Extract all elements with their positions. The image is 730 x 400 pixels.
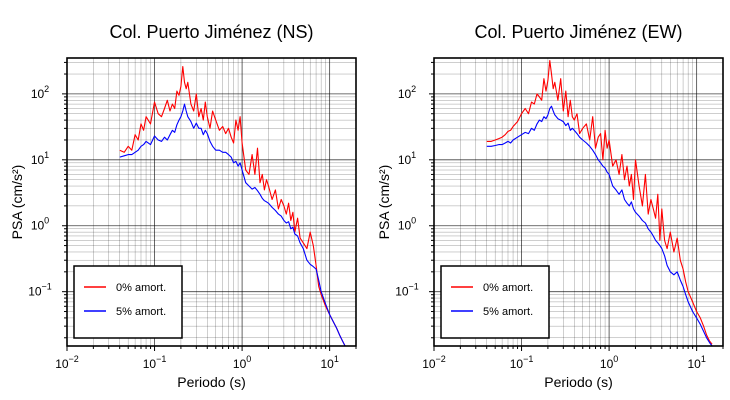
x-tick-label: 10−1: [510, 354, 534, 371]
x-tick-label-exponent: 1: [701, 354, 706, 364]
x-tick-label-base: 10: [55, 357, 69, 371]
x-tick-label-base: 10: [687, 357, 701, 371]
x-axis-label: Periodo (s): [177, 374, 245, 390]
x-tick-label: 10−1: [143, 354, 167, 371]
x-tick-label: 100: [233, 354, 251, 371]
y-tick-label: 102: [398, 84, 416, 101]
y-tick-label: 100: [31, 216, 49, 233]
x-tick-label: 100: [600, 354, 618, 371]
x-tick-label: 101: [320, 354, 338, 371]
series-line-amort-0: [119, 65, 346, 347]
y-tick-label-base: 10: [31, 87, 45, 101]
y-tick-label-exponent: −1: [42, 282, 52, 292]
grid: [66, 58, 357, 346]
legend-box: [73, 265, 183, 339]
x-tick-label-base: 10: [510, 357, 524, 371]
y-tick-label-base: 10: [31, 219, 45, 233]
legend-label-amort-0: 0% amort.: [116, 282, 166, 294]
x-tick-label-base: 10: [422, 357, 436, 371]
x-tick-label-base: 10: [143, 357, 157, 371]
x-tick-label-base: 10: [600, 357, 614, 371]
y-tick-label: 10−1: [395, 282, 419, 299]
legend: 0% amort. 5% amort.: [440, 265, 550, 339]
x-tick-label-exponent: −1: [523, 354, 533, 364]
legend-label-amort-0: 0% amort.: [483, 282, 533, 294]
x-tick-label-exponent: −2: [69, 354, 79, 364]
x-tick-label-exponent: 0: [246, 354, 251, 364]
y-tick-label-base: 10: [395, 285, 409, 299]
legend-label-amort-5: 5% amort.: [116, 306, 166, 318]
y-tick-label: 101: [398, 150, 416, 167]
x-axis-label: Periodo (s): [544, 374, 612, 390]
y-axis-label: PSA (cm/s²): [376, 165, 392, 240]
x-tick-label-exponent: 1: [334, 354, 339, 364]
y-tick-label-exponent: 0: [411, 216, 416, 226]
x-tick-label-exponent: 0: [613, 354, 618, 364]
y-tick-label: 10−1: [28, 282, 52, 299]
x-tick-label-base: 10: [233, 357, 247, 371]
legend-box: [440, 265, 550, 339]
y-tick-label-exponent: 1: [44, 150, 49, 160]
y-tick-label-exponent: 2: [44, 84, 49, 94]
x-tick-label: 10−2: [55, 354, 79, 371]
legend: 0% amort. 5% amort.: [73, 265, 183, 339]
y-tick-label: 101: [31, 150, 49, 167]
legend-label-amort-5: 5% amort.: [483, 306, 533, 318]
y-tick-label-base: 10: [398, 153, 412, 167]
plot-frame: [433, 57, 724, 347]
y-tick-label-exponent: −1: [409, 282, 419, 292]
series-line-amort-0: [486, 60, 713, 345]
y-tick-label-base: 10: [31, 153, 45, 167]
x-tick-label-exponent: −2: [436, 354, 446, 364]
y-tick-label: 100: [398, 216, 416, 233]
x-tick-label: 10−2: [422, 354, 446, 371]
y-tick-label-exponent: 0: [44, 216, 49, 226]
tick-marks: [62, 61, 357, 351]
chart-title: Col. Puerto Jiménez (EW): [474, 22, 682, 42]
y-axis-label: PSA (cm/s²): [9, 165, 25, 240]
plot-frame: [66, 57, 357, 347]
x-tick-label: 101: [687, 354, 705, 371]
x-tick-label-base: 10: [320, 357, 334, 371]
chart-title: Col. Puerto Jiménez (NS): [109, 22, 313, 42]
y-tick-label-exponent: 1: [411, 150, 416, 160]
series-line-amort-5: [119, 103, 346, 347]
y-tick-label-base: 10: [28, 285, 42, 299]
y-tick-label-base: 10: [398, 219, 412, 233]
tick-marks: [429, 61, 724, 351]
y-tick-label-base: 10: [398, 87, 412, 101]
x-tick-label-exponent: −1: [156, 354, 166, 364]
y-tick-label: 102: [31, 84, 49, 101]
series-line-amort-5: [486, 105, 713, 347]
y-tick-label-exponent: 2: [411, 84, 416, 94]
